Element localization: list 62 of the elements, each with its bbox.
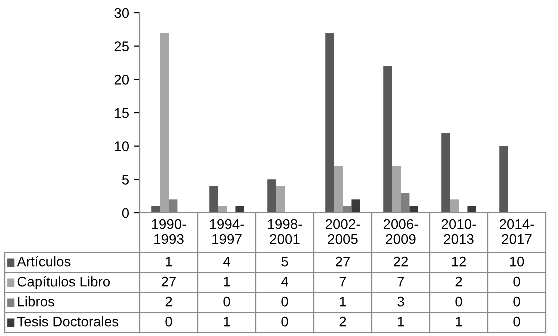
- data-label: 22: [394, 256, 408, 267]
- bar: [268, 180, 276, 213]
- data-label: 1: [224, 277, 230, 287]
- y-tick-label: 15: [115, 108, 130, 118]
- bar: [152, 206, 160, 213]
- bar: [384, 66, 392, 213]
- data-label: 1: [340, 297, 346, 307]
- data-label: 7: [398, 277, 404, 287]
- data-label: 0: [514, 276, 520, 287]
- y-tick-label: 30: [114, 8, 130, 18]
- data-label: 10: [510, 256, 524, 267]
- bar: [276, 186, 285, 213]
- data-label: 27: [162, 276, 176, 287]
- legend-label: Artículos: [17, 256, 71, 267]
- bar: [352, 200, 360, 213]
- bar: [326, 33, 334, 213]
- data-label: 0: [514, 296, 520, 307]
- bar: [468, 206, 476, 213]
- bar: [442, 133, 450, 213]
- x-tick-label: 2002-2005: [326, 219, 360, 244]
- data-label: 0: [166, 316, 172, 327]
- bar: [334, 166, 343, 213]
- bar: [450, 200, 459, 213]
- data-label: 0: [514, 316, 520, 327]
- y-tick-label: 5: [122, 175, 129, 185]
- data-label: 1: [398, 317, 404, 327]
- bar: [410, 206, 418, 213]
- data-label: 0: [224, 296, 230, 307]
- data-label: 4: [281, 277, 288, 287]
- legend-label: Capítulos Libro: [18, 276, 110, 290]
- data-label: 12: [452, 256, 466, 267]
- y-tick-label: 25: [114, 42, 130, 52]
- data-label: 0: [282, 316, 288, 327]
- bar: [160, 33, 169, 213]
- x-tick-label: 2010-2013: [442, 219, 476, 244]
- data-label: 0: [456, 296, 462, 307]
- data-label: 3: [398, 296, 404, 307]
- data-label: 2: [340, 316, 346, 327]
- x-tick-label: 2014-2017: [500, 219, 534, 244]
- x-tick-label: 1998-2001: [268, 219, 302, 244]
- x-tick-label: 2006-2009: [384, 219, 418, 244]
- data-label: 2: [166, 296, 172, 307]
- y-tick-label: 10: [115, 142, 130, 152]
- data-label: 4: [223, 257, 230, 267]
- y-tick-label: 20: [114, 75, 130, 85]
- data-label: 1: [166, 257, 172, 267]
- bar: [500, 146, 508, 213]
- legend-label: Libros: [18, 296, 55, 307]
- data-label: 1: [224, 317, 230, 327]
- bar: [392, 166, 401, 213]
- bar: [210, 186, 218, 213]
- data-label: 5: [282, 257, 288, 267]
- data-label: 7: [340, 277, 346, 287]
- data-label: 1: [456, 317, 462, 327]
- x-tick-label: 1990-1993: [152, 219, 186, 244]
- data-label: 27: [336, 256, 350, 267]
- data-label: 0: [282, 296, 288, 307]
- bar: [236, 206, 244, 213]
- data-label: 2: [456, 276, 462, 287]
- x-tick-label: 1994-1997: [210, 219, 244, 244]
- y-tick-label: 0: [122, 208, 130, 218]
- legend-label: Tesis Doctorales: [17, 316, 119, 327]
